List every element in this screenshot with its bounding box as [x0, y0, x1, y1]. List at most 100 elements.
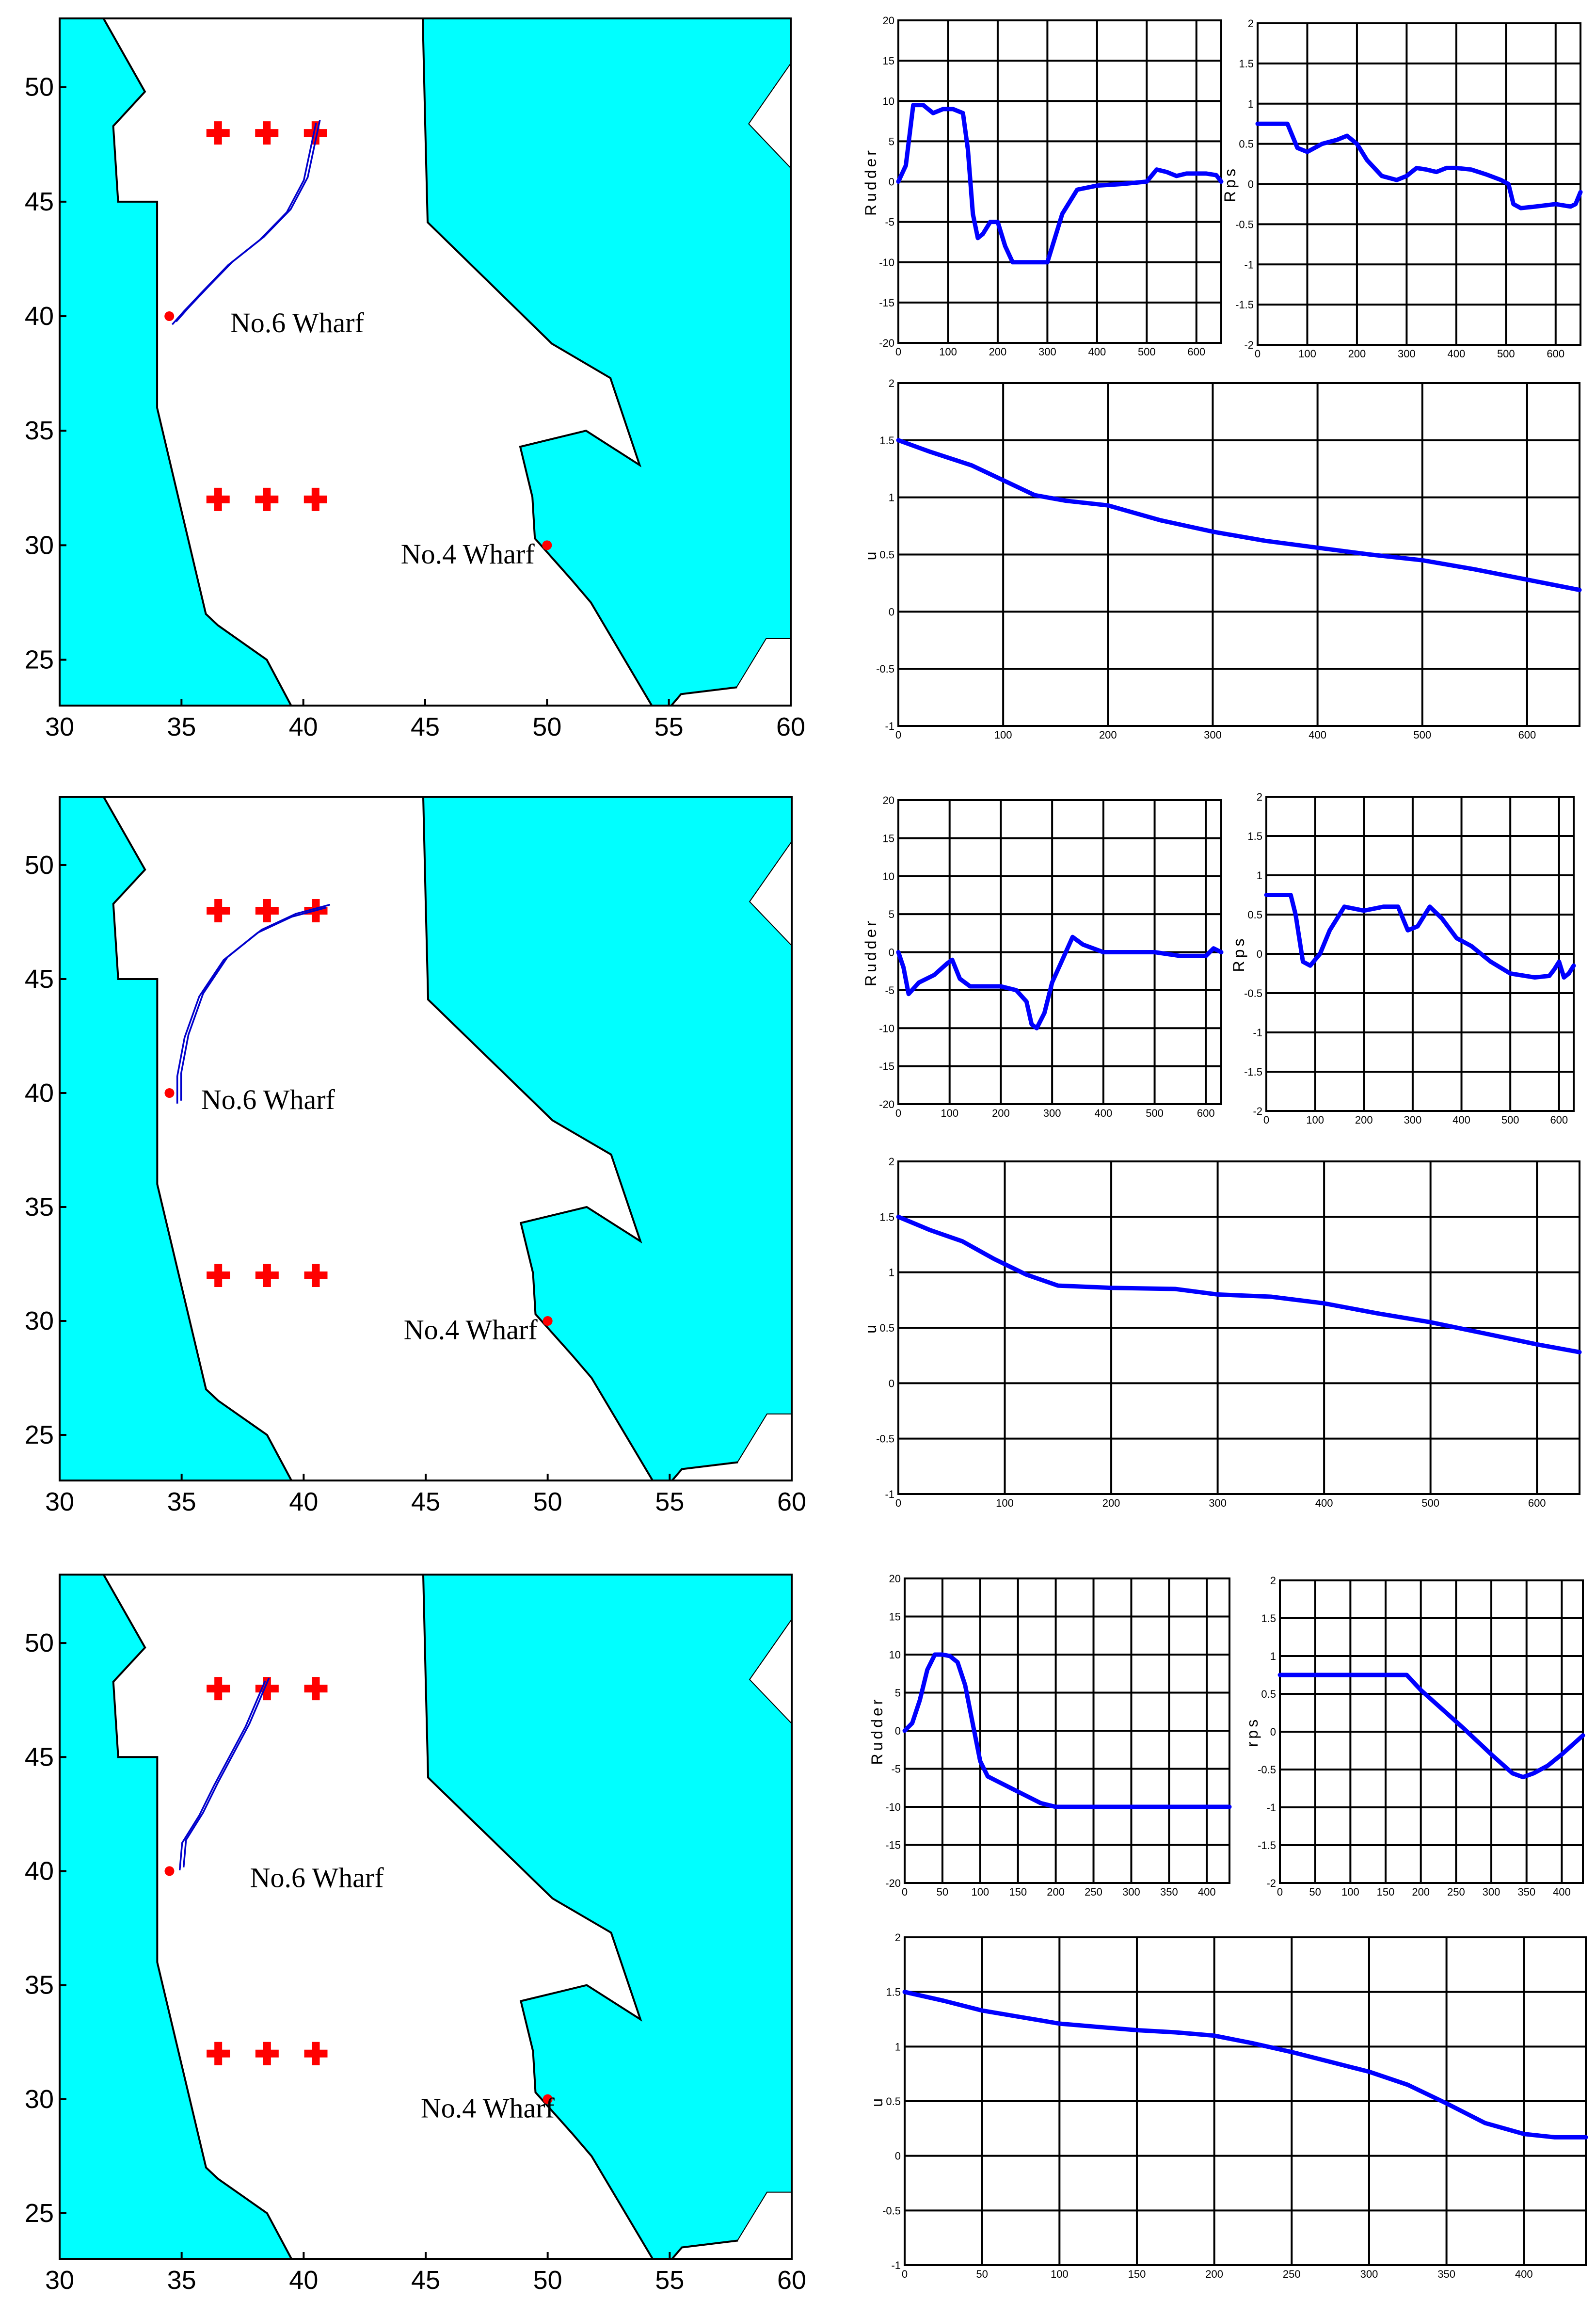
wharf-point-marker — [164, 311, 175, 322]
y-tick-label: 2 — [889, 1156, 894, 1168]
y-tick-label: -1 — [891, 2259, 901, 2271]
rps-plot-1: 0 100 200 300 400 500 600 -2 -1.5 -1 -0.5 0 0.5 1 1.5 2… — [1230, 791, 1576, 1126]
x-tick-label: 50 — [976, 2268, 988, 2280]
y-tick-label: 40 — [25, 302, 54, 331]
x-tick-label: 300 — [1404, 1114, 1422, 1126]
berth-cross-marker — [207, 899, 230, 922]
y-axis-label: Rudder — [862, 147, 879, 216]
u-series-line — [896, 438, 1582, 593]
berth-cross-marker — [303, 487, 327, 511]
y-tick-label: -0.5 — [1235, 218, 1254, 230]
map-plot-0: 30 35 40 45 50 55 60 25 30 35 40 45 50 No.6 Wharf No.4… — [25, 17, 805, 741]
x-tick-label: 55 — [655, 2266, 684, 2295]
y-tick-label: 1 — [1257, 869, 1262, 882]
x-tick-label: 100 — [1306, 1114, 1324, 1126]
y-tick-label: 30 — [25, 531, 54, 560]
y-tick-label: 25 — [25, 1420, 54, 1449]
ship-track-starboard — [182, 1677, 270, 1867]
y-tick-label: -5 — [885, 984, 894, 997]
berth-cross-marker — [207, 2042, 230, 2065]
result-row-3: 30 35 40 45 50 55 60 25 30 35 40 45 50 No.6 Wharf No.4… — [0, 1532, 1596, 2301]
y-tick-label: 1 — [1270, 1650, 1276, 1662]
y-tick-label: 0 — [1248, 178, 1254, 191]
wharf-point-marker — [543, 2094, 553, 2104]
x-tick-label: 50 — [532, 712, 561, 741]
wharf-label: No.6 Wharf — [230, 307, 365, 338]
y-tick-label: -20 — [879, 337, 894, 349]
rps-plot-0: 0 100 200 300 400 500 600 -2 -1.5 -1 -0.5 0 0.5 1 1.5 2… — [1221, 17, 1583, 360]
southeast-inlet — [738, 2192, 792, 2259]
wharf-point-marker — [164, 1088, 175, 1098]
y-tick-label: 15 — [883, 832, 894, 844]
wharf-point-marker — [164, 1866, 175, 1876]
y-tick-label: 0 — [895, 2150, 901, 2162]
y-tick-label: 30 — [25, 2085, 54, 2114]
x-tick-label: 0 — [895, 1497, 901, 1509]
y-tick-label: 2 — [1248, 17, 1254, 30]
x-tick-label: 200 — [1355, 1114, 1373, 1126]
x-tick-label: 35 — [167, 2266, 196, 2295]
y-tick-label: -1.5 — [1258, 1839, 1276, 1851]
x-tick-label: 100 — [1341, 1886, 1359, 1898]
x-tick-label: 40 — [289, 2266, 318, 2295]
y-tick-label: -15 — [885, 1839, 901, 1851]
southeast-inlet — [737, 639, 791, 706]
x-tick-label: 200 — [1348, 348, 1366, 360]
x-tick-label: 400 — [1447, 348, 1465, 360]
u-plot-0: 0 100 200 300 400 500 600 -1 -0.5 0 0.5 1 1.5 2 u — [862, 377, 1582, 741]
y-tick-label: -1 — [1253, 1027, 1262, 1039]
y-tick-label: 1.5 — [879, 434, 894, 447]
y-tick-label: -1.5 — [1235, 299, 1254, 311]
x-tick-label: 600 — [1518, 729, 1536, 741]
y-axis-label: u — [862, 549, 879, 561]
result-row-1: 30 35 40 45 50 55 60 25 30 35 40 45 50 No.6 Wharf No.4… — [0, 0, 1596, 766]
x-tick-label: 100 — [971, 1886, 989, 1898]
x-tick-label: 400 — [1088, 346, 1106, 358]
x-tick-label: 500 — [1501, 1114, 1519, 1126]
x-tick-label: 0 — [1277, 1886, 1283, 1898]
y-tick-label: 1 — [889, 1267, 894, 1279]
x-tick-label: 200 — [1047, 1886, 1065, 1898]
east-shore-land — [422, 1574, 793, 2260]
y-tick-label: -10 — [885, 1801, 901, 1813]
northeast-inlet — [750, 1620, 792, 1723]
x-tick-label: 30 — [45, 2266, 74, 2295]
x-tick-label: 60 — [777, 2266, 806, 2295]
y-tick-label: -1 — [885, 1488, 894, 1500]
x-tick-label: 100 — [1051, 2268, 1069, 2280]
wharf-point-marker — [542, 540, 552, 550]
x-tick-label: 300 — [1398, 348, 1416, 360]
y-tick-label: 10 — [883, 95, 894, 107]
y-tick-label: -10 — [879, 1022, 894, 1034]
y-tick-label: 0 — [889, 606, 894, 618]
y-tick-label: -2 — [1266, 1877, 1276, 1889]
y-tick-label: 0 — [895, 1725, 901, 1737]
y-tick-label: 0 — [889, 176, 894, 188]
berth-cross-marker — [255, 1264, 279, 1287]
wharf-label: No.4 Wharf — [421, 2092, 555, 2124]
x-tick-label: 300 — [1209, 1497, 1227, 1509]
y-tick-label: 5 — [895, 1687, 901, 1699]
y-tick-label: 1.5 — [1261, 1612, 1276, 1625]
x-tick-label: 0 — [902, 1886, 908, 1898]
plot-frame — [1257, 22, 1581, 346]
berth-cross-marker — [255, 121, 279, 145]
berth-cross-marker — [303, 121, 327, 145]
x-tick-label: 45 — [411, 1487, 440, 1516]
x-tick-label: 400 — [1553, 1886, 1571, 1898]
y-axis-label: u — [862, 1322, 879, 1334]
y-tick-label: 50 — [25, 851, 54, 880]
y-tick-label: 10 — [889, 1649, 901, 1661]
y-tick-label: -20 — [879, 1098, 894, 1110]
y-tick-label: -1 — [885, 720, 894, 732]
x-tick-label: 300 — [1204, 729, 1222, 741]
x-tick-label: 60 — [776, 712, 805, 741]
y-tick-label: 2 — [1257, 791, 1262, 803]
y-tick-label: 0 — [1257, 948, 1262, 960]
y-tick-label: 0 — [889, 947, 894, 959]
y-tick-label: -1 — [1244, 258, 1254, 271]
rudder-series-line — [896, 103, 1224, 265]
